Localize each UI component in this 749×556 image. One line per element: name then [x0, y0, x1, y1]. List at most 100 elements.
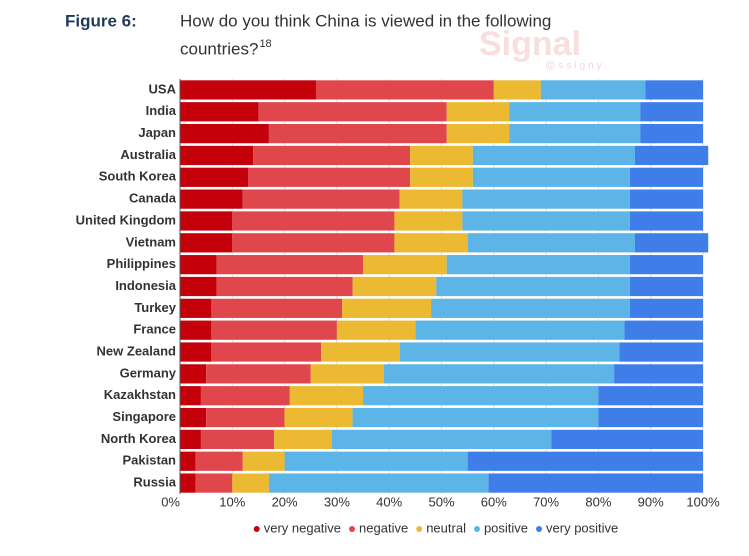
bar-segment [274, 429, 332, 450]
bar-segment [180, 255, 217, 275]
bar-segment [200, 386, 290, 406]
legend-marker [416, 526, 423, 532]
legend-marker [253, 526, 260, 532]
bar-segment [629, 255, 703, 275]
bar-segment [206, 364, 311, 384]
y-tick-label: Pakistan [123, 453, 177, 468]
bar-segment [180, 298, 212, 318]
watermark: Signal [479, 25, 581, 63]
bar-segment [331, 429, 552, 450]
bar-segment [180, 320, 212, 340]
watermark-handle: @ssigny [545, 61, 605, 72]
bar-segment [394, 233, 468, 253]
bar-segment [315, 80, 494, 100]
bar-segment [629, 189, 703, 209]
bar-segment [446, 123, 510, 144]
y-tick-label: India [146, 103, 177, 118]
bar-segment [321, 342, 400, 362]
footnote-ref: 18 [259, 38, 271, 50]
bar-segment [629, 167, 703, 187]
bar-segment [624, 320, 703, 340]
bar-segment [284, 407, 353, 428]
bar-segment [268, 473, 489, 493]
bar-segment [310, 364, 384, 384]
bar-segment [467, 233, 636, 253]
bar-segment [206, 407, 285, 428]
bar-segment [352, 276, 437, 297]
y-tick-label: Germany [120, 365, 177, 380]
chart-title-line2: countries? [180, 39, 258, 58]
bar-segment [180, 342, 212, 362]
y-tick-label: France [133, 322, 176, 337]
bar-segment [462, 189, 630, 209]
bar-segment [180, 211, 233, 231]
y-tick-label: Singapore [112, 409, 176, 424]
y-tick-label: United Kingdom [76, 212, 176, 227]
bar-segment [180, 276, 217, 297]
x-tick-label: 10% [219, 494, 245, 509]
bar-segment [211, 320, 337, 340]
legend-label: neutral [426, 520, 466, 535]
figure-label: Figure 6: [65, 11, 137, 30]
x-tick-label: 30% [324, 494, 350, 509]
bar-segment [180, 145, 254, 166]
bar-segment [598, 386, 703, 406]
bar-segment [472, 145, 636, 166]
y-tick-label: Russia [133, 475, 176, 490]
bar-segment [410, 145, 473, 166]
bar-segment [640, 123, 703, 144]
legend-label: positive [484, 520, 528, 535]
bar-segment [180, 189, 243, 209]
bar-segment [180, 123, 269, 144]
chart-title: How do you think China is viewed in the … [180, 11, 551, 30]
bar-segment [216, 255, 364, 275]
bar-segment [410, 167, 473, 187]
bar-segment [216, 276, 353, 297]
y-tick-label: Indonesia [115, 278, 176, 293]
y-tick-label: Turkey [134, 300, 176, 315]
y-tick-label: North Korea [101, 431, 177, 446]
bar-segment [232, 473, 269, 493]
y-tick-label: New Zealand [97, 343, 177, 358]
y-tick-label: Vietnam [126, 234, 176, 249]
bar-segment [352, 407, 599, 428]
bar-segment [436, 276, 630, 297]
bar-segment [629, 276, 703, 297]
bar-segment [180, 407, 207, 428]
bar-segment [493, 80, 541, 100]
legend-label: very negative [264, 520, 341, 535]
x-tick-label: 70% [533, 494, 559, 509]
bar-segment [180, 451, 196, 471]
bar-segment [242, 189, 400, 209]
bar-segment [242, 451, 285, 471]
bar-segment [211, 342, 322, 362]
bar-segment [431, 298, 630, 318]
bar-segment [399, 189, 463, 209]
bar-segment [509, 102, 641, 122]
bar-segment [232, 233, 395, 253]
bar-segment [180, 364, 207, 384]
bar-segment [462, 211, 630, 231]
legend-marker [473, 526, 480, 532]
bar-segment [488, 473, 703, 493]
y-tick-label: South Korea [99, 169, 177, 184]
bar-segment [342, 298, 432, 318]
x-tick-label: 60% [481, 494, 507, 509]
legend-marker [349, 526, 356, 532]
bar-segment [446, 255, 630, 275]
x-tick-label: 40% [376, 494, 402, 509]
bar-segment [289, 386, 364, 406]
bar-segment [598, 407, 703, 428]
x-tick-label: 20% [272, 494, 298, 509]
bar-segment [180, 386, 201, 406]
y-tick-label: Kazakhstan [104, 387, 176, 402]
bar-segment [247, 167, 411, 187]
bar-segment [232, 211, 395, 231]
bar-segment [619, 342, 703, 362]
bar-segment [195, 451, 243, 471]
bar-segment [195, 473, 233, 493]
bar-segment [629, 211, 703, 231]
x-tick-label: 50% [428, 494, 454, 509]
bar-segment [640, 102, 703, 122]
y-tick-label: USA [149, 81, 177, 96]
